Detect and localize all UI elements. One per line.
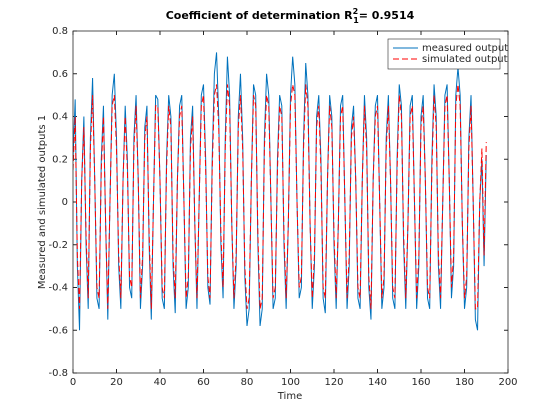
legend-label: measured output <box>422 43 508 54</box>
x-tick-label: 200 <box>498 377 517 388</box>
axes-box <box>72 30 509 374</box>
x-tick-label: 160 <box>411 377 430 388</box>
series-line <box>73 52 487 331</box>
y-tick-label: 0 <box>62 197 68 208</box>
x-axis-label: Time <box>277 391 302 402</box>
y-tick-label: -0.4 <box>48 283 68 294</box>
x-tick-label: 60 <box>197 377 210 388</box>
title-subscript: 1 <box>353 16 359 25</box>
y-tick-label: 0.6 <box>52 69 68 80</box>
y-tick-label: -0.6 <box>48 325 68 336</box>
y-tick-label: -0.8 <box>48 368 68 379</box>
title-text: Coefficient of determination R <box>166 9 353 22</box>
series-line <box>73 84 487 310</box>
x-tick-label: 0 <box>70 377 76 388</box>
y-axis-label: Measured and simulated outputs 1 <box>37 115 48 289</box>
x-tick-label: 120 <box>324 377 343 388</box>
legend-box <box>387 38 501 70</box>
x-tick-label: 180 <box>455 377 474 388</box>
title-suffix: = 0.9514 <box>359 9 415 22</box>
y-tick-label: 0.4 <box>52 112 68 123</box>
chart-title: Coefficient of determination R2 1= 0.9514 <box>166 7 415 25</box>
x-tick-label: 20 <box>110 377 123 388</box>
legend-label: simulated output <box>422 54 508 65</box>
y-tick-label: -0.2 <box>48 240 68 251</box>
x-tick-label: 140 <box>368 377 387 388</box>
x-tick-label: 80 <box>241 377 254 388</box>
y-tick-label: 0.8 <box>52 26 68 37</box>
y-tick-label: 0.2 <box>52 154 68 165</box>
x-tick-label: 40 <box>154 377 167 388</box>
x-tick-label: 100 <box>281 377 300 388</box>
title-superscript: 2 <box>353 7 359 16</box>
